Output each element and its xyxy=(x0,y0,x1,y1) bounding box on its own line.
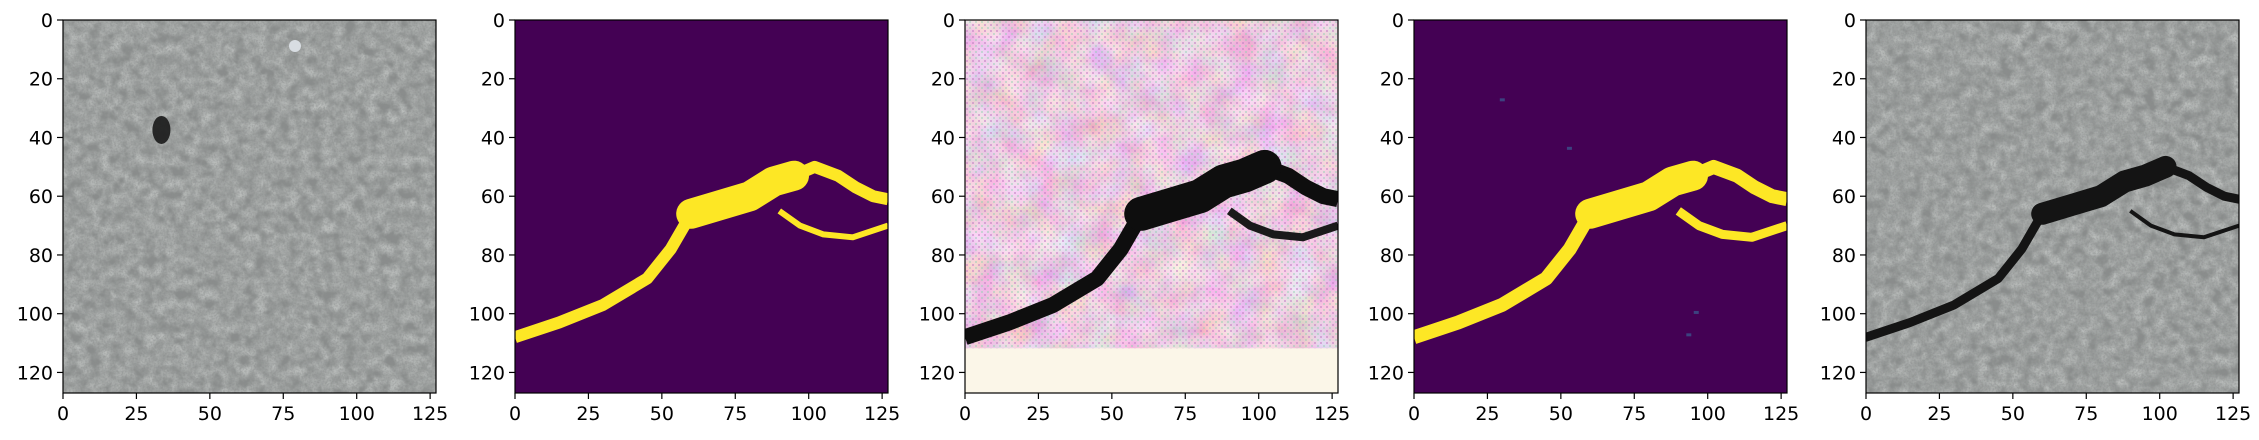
panel-5: 0 25 50 75 100 125 0 20 40 60 80 100 120 xyxy=(1820,10,2252,425)
y-tick-label: 0 xyxy=(1844,10,1856,32)
y-tick-label: 100 xyxy=(469,304,505,326)
y-tick-label: 0 xyxy=(493,10,505,32)
x-tick-label: 100 xyxy=(339,403,375,425)
y-tick-label: 100 xyxy=(1820,304,1856,326)
x-tick-label: 100 xyxy=(1241,403,1277,425)
x-tick-label: 125 xyxy=(1314,403,1350,425)
axes-frame xyxy=(62,19,437,394)
x-tick-label: 75 xyxy=(723,403,747,425)
y-tick-label: 100 xyxy=(1368,304,1404,326)
x-tick-label: 0 xyxy=(509,403,521,425)
y-tick-label: 80 xyxy=(29,245,53,267)
y-tick-label: 20 xyxy=(931,69,955,91)
x-tick-label: 25 xyxy=(124,403,148,425)
x-tick-label: 125 xyxy=(2215,403,2251,425)
y-tick-label: 40 xyxy=(1380,127,1404,149)
y-tick-label: 20 xyxy=(1380,69,1404,91)
x-tick-label: 125 xyxy=(1763,403,1799,425)
y-tick-label: 60 xyxy=(1380,186,1404,208)
panel-1: 0 25 50 75 100 125 0 20 40 60 80 100 120 xyxy=(17,10,449,425)
y-tick-label: 80 xyxy=(1380,245,1404,267)
y-tick-label: 60 xyxy=(1832,186,1856,208)
x-tick-label: 50 xyxy=(1549,403,1573,425)
panel-3: 0 25 50 75 100 125 0 20 40 60 80 100 120 xyxy=(919,10,1351,425)
axes-frame xyxy=(514,19,889,394)
x-tick-label: 50 xyxy=(1100,403,1124,425)
x-tick-label: 75 xyxy=(1622,403,1646,425)
panel-image xyxy=(1414,20,1787,393)
axes-frame xyxy=(1865,19,2240,394)
x-tick-label: 25 xyxy=(1026,403,1050,425)
y-tick-label: 0 xyxy=(1392,10,1404,32)
y-tick-label: 40 xyxy=(29,127,53,149)
x-tick-label: 0 xyxy=(57,403,69,425)
x-tick-label: 0 xyxy=(959,403,971,425)
y-tick-label: 80 xyxy=(481,245,505,267)
x-tick-label: 25 xyxy=(1927,403,1951,425)
x-tick-label: 50 xyxy=(2001,403,2025,425)
panel-4: 0 25 50 75 100 125 0 20 40 60 80 100 120 xyxy=(1368,10,1800,425)
y-tick-label: 80 xyxy=(931,245,955,267)
x-tick-label: 125 xyxy=(864,403,900,425)
x-tick-label: 75 xyxy=(2074,403,2098,425)
panel-image xyxy=(63,20,436,393)
y-tick-label: 40 xyxy=(1832,127,1856,149)
y-tick-label: 100 xyxy=(17,304,53,326)
y-tick-label: 100 xyxy=(919,304,955,326)
x-tick-label: 25 xyxy=(576,403,600,425)
panel-image xyxy=(1866,20,2239,393)
x-tick-label: 0 xyxy=(1408,403,1420,425)
x-tick-label: 100 xyxy=(791,403,827,425)
y-tick-label: 120 xyxy=(469,362,505,384)
y-tick-label: 40 xyxy=(931,127,955,149)
x-tick-label: 100 xyxy=(2142,403,2178,425)
y-tick-label: 0 xyxy=(943,10,955,32)
y-tick-label: 120 xyxy=(17,362,53,384)
y-tick-label: 120 xyxy=(919,362,955,384)
x-tick-label: 0 xyxy=(1860,403,1872,425)
x-tick-label: 50 xyxy=(198,403,222,425)
x-tick-label: 125 xyxy=(412,403,448,425)
x-tick-label: 75 xyxy=(271,403,295,425)
panel-image xyxy=(965,20,1338,393)
y-tick-label: 20 xyxy=(481,69,505,91)
y-tick-label: 80 xyxy=(1832,245,1856,267)
y-tick-label: 0 xyxy=(41,10,53,32)
y-tick-label: 20 xyxy=(29,69,53,91)
y-tick-label: 120 xyxy=(1820,362,1856,384)
y-tick-label: 60 xyxy=(481,186,505,208)
x-tick-label: 25 xyxy=(1475,403,1499,425)
x-tick-label: 50 xyxy=(650,403,674,425)
axes-frame xyxy=(964,19,1339,394)
x-tick-label: 75 xyxy=(1173,403,1197,425)
y-tick-label: 120 xyxy=(1368,362,1404,384)
y-tick-label: 40 xyxy=(481,127,505,149)
y-tick-label: 60 xyxy=(931,186,955,208)
panel-2: 0 25 50 75 100 125 0 20 40 60 80 100 120 xyxy=(469,10,901,425)
y-tick-label: 60 xyxy=(29,186,53,208)
axes-frame xyxy=(1413,19,1788,394)
x-tick-label: 100 xyxy=(1690,403,1726,425)
panel-image xyxy=(515,20,888,393)
y-tick-label: 20 xyxy=(1832,69,1856,91)
